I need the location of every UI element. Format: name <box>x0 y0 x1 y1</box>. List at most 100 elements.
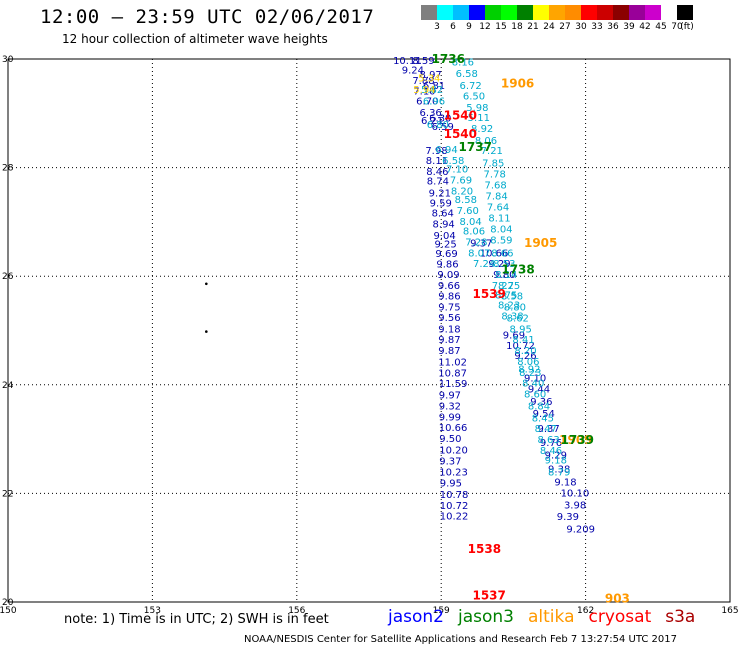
legend-label: (ft) <box>680 22 694 32</box>
legend-swatch <box>581 5 597 20</box>
legend-label: 27 <box>559 22 571 32</box>
swh-value: 6.72 <box>459 81 481 92</box>
legend-label: 9 <box>466 22 472 32</box>
swh-value: 9.209 <box>566 525 595 536</box>
satellite-label: s3a <box>665 607 696 627</box>
swh-value: 9.18 <box>438 324 460 335</box>
swh-value: 9.04 <box>433 231 455 242</box>
page-subtitle: 12 hour collection of altimeter wave hei… <box>62 32 328 46</box>
swh-value: 11.02 <box>438 357 467 368</box>
swh-value: 6.58 <box>456 69 478 80</box>
legend-labels: 3 6 9 12 15 18 21 24 27 30 33 36 39 42 45 70 (ft) <box>421 20 740 34</box>
swh-value: 8.04 <box>459 217 481 228</box>
swh-value: 9.26 <box>514 351 536 362</box>
swh-value: 9.37 <box>537 424 559 435</box>
time-label: 1538 <box>468 542 501 556</box>
swh-value: 8.75 <box>495 291 517 302</box>
swh-value: 8.41 <box>512 335 534 346</box>
swh-value: 8.25 <box>498 281 520 292</box>
swh-value: 9.80 <box>493 270 515 281</box>
swh-value: 9.66 <box>438 281 460 292</box>
legend-label: 42 <box>639 22 651 32</box>
swh-value: 7.98 <box>425 146 447 157</box>
legend-label: 18 <box>511 22 523 32</box>
swh-value: 9.86 <box>438 292 460 303</box>
legend-swatch <box>677 5 693 20</box>
swh-value: 7.27 <box>492 281 514 292</box>
swh-value: 7.85 <box>482 159 504 170</box>
swh-value: 8.23 <box>498 300 520 311</box>
swh-value: 8.80 <box>504 303 526 314</box>
swh-value: 7.64 <box>487 203 509 214</box>
swh-value: 9.50 <box>439 434 461 445</box>
satellite-legend: jason2 jason3 altika cryosat s3a <box>388 607 695 627</box>
swh-value: 8.63 <box>537 435 559 446</box>
swh-value: 5.34 <box>418 73 440 84</box>
swh-value: 10.20 <box>439 445 468 456</box>
y-tick-label: 26 <box>2 272 14 282</box>
swh-value: 10.66 <box>480 248 509 259</box>
swh-value: 8.84 <box>528 401 550 412</box>
legend-label: 39 <box>623 22 635 32</box>
swh-value: 7.68 <box>485 180 507 191</box>
satellite-label: altika <box>528 607 575 627</box>
swh-value: 9.29 <box>488 259 510 270</box>
swh-value: 9.56 <box>438 313 460 324</box>
swh-value: 8.45 <box>532 413 554 424</box>
swh-value: 8.23 <box>519 368 541 379</box>
y-tick-label: 24 <box>2 381 14 391</box>
legend-swatch <box>661 5 677 20</box>
swh-value: 10.72 <box>440 501 469 512</box>
swh-value: 6.21 <box>421 116 443 127</box>
swh-value: 6.36 <box>420 108 442 119</box>
swh-value: 8.92 <box>471 124 493 135</box>
swh-value: 8.07 <box>468 248 490 259</box>
units-note: note: 1) Time is in UTC; 2) SWH is in fe… <box>64 612 329 627</box>
legend-swatch <box>549 5 565 20</box>
swh-value: 9.36 <box>530 397 552 408</box>
x-tick-label: 153 <box>144 606 161 616</box>
swh-value: 7.10 <box>446 165 468 176</box>
x-tick-label: 159 <box>433 606 450 616</box>
swh-value: 9.59 <box>430 198 452 209</box>
legend-label: 30 <box>575 22 587 32</box>
swh-value: 8.64 <box>432 209 454 220</box>
swh-value: 7.78 <box>484 170 506 181</box>
swh-value: 6.50 <box>463 91 485 102</box>
satellite-label: cryosat <box>588 607 652 627</box>
legend-label: 45 <box>655 22 667 32</box>
swh-value: 8.11 <box>426 156 448 167</box>
swh-value: 10.72 <box>506 341 535 352</box>
footer-credit: NOAA/NESDIS Center for Satellite Applica… <box>244 634 677 645</box>
swh-value: 7.69 <box>450 176 472 187</box>
swh-value: 10.10 <box>561 488 590 499</box>
time-label: 1537 <box>472 588 505 602</box>
land-point <box>205 330 208 333</box>
swh-value: 8.20 <box>514 346 536 357</box>
swh-value: 9.87 <box>438 346 460 357</box>
swh-value: 7.84 <box>485 191 507 202</box>
swh-value: 9.37 <box>470 239 492 250</box>
time-label: 1540 <box>444 108 477 122</box>
swh-value: 7.60 <box>457 206 479 217</box>
swh-value: 9.44 <box>528 385 550 396</box>
time-label: 1909 <box>559 433 592 447</box>
legend-label: 70 <box>671 22 683 32</box>
swh-value: 8.16 <box>452 58 474 69</box>
legend-swatch <box>421 5 437 20</box>
y-tick-label: 20 <box>2 598 14 608</box>
swh-value: 8.20 <box>451 186 473 197</box>
swh-value: 6.59 <box>432 122 454 133</box>
swh-value: 8.74 <box>427 177 449 188</box>
legend-swatch <box>485 5 501 20</box>
swh-value: 7.28 <box>465 237 487 248</box>
swh-value: 6.80 <box>427 120 449 131</box>
legend-swatch <box>469 5 485 20</box>
legend-swatch <box>501 5 517 20</box>
swh-value: 8.14 <box>495 270 517 281</box>
legend-swatch <box>453 5 469 20</box>
swh-value: 9.76 <box>540 438 562 449</box>
swh-value: 9.10 <box>524 374 546 385</box>
y-tick-label: 30 <box>2 55 14 65</box>
swh-value: 8.92 <box>518 365 540 376</box>
